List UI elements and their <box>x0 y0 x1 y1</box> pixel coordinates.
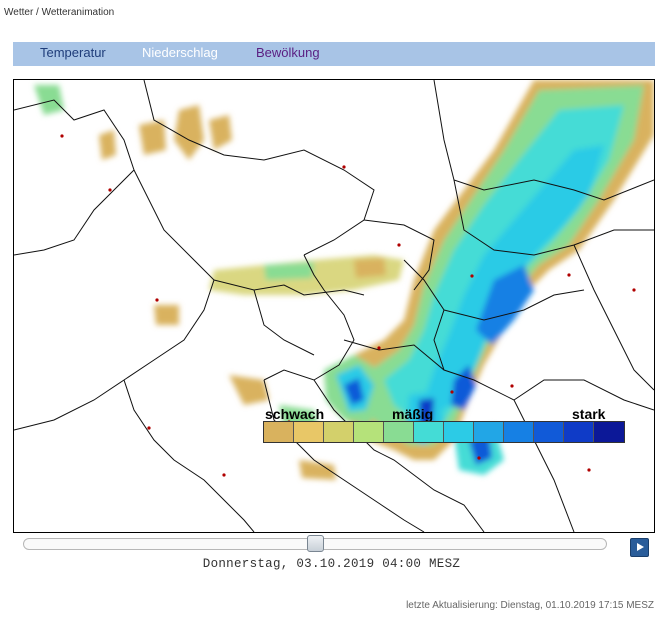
map-borders <box>14 80 654 532</box>
tab-bar: Temperatur Niederschlag Bewölkung <box>13 42 655 66</box>
tab-temperatur[interactable]: Temperatur <box>40 45 106 60</box>
legend-label-weak: schwach <box>265 406 325 422</box>
play-button[interactable] <box>630 538 649 557</box>
time-slider-handle[interactable] <box>307 535 324 552</box>
legend-swatch-10 <box>534 422 564 442</box>
legend-swatch-7 <box>444 422 474 442</box>
legend-swatch-2 <box>294 422 324 442</box>
precipitation-areas <box>34 80 654 480</box>
tab-niederschlag[interactable]: Niederschlag <box>142 45 218 60</box>
legend-swatch-4 <box>354 422 384 442</box>
legend-label-medium: mäßig <box>392 406 434 422</box>
legend-swatch-11 <box>564 422 594 442</box>
last-update-text: letzte Aktualisierung: Dienstag, 01.10.2… <box>406 600 654 611</box>
precipitation-legend <box>263 421 625 443</box>
breadcrumb[interactable]: Wetter / Wetteranimation <box>4 7 115 18</box>
tab-bewoelkung[interactable]: Bewölkung <box>256 45 320 60</box>
legend-swatch-1 <box>264 422 294 442</box>
legend-swatch-6 <box>414 422 444 442</box>
precipitation-map-graphic <box>14 80 654 532</box>
weather-map <box>13 79 655 533</box>
legend-swatch-12 <box>594 422 624 442</box>
legend-swatch-8 <box>474 422 504 442</box>
legend-swatch-9 <box>504 422 534 442</box>
legend-label-strong: stark <box>572 406 606 422</box>
legend-swatch-3 <box>324 422 354 442</box>
legend-swatch-5 <box>384 422 414 442</box>
forecast-timestamp: Donnerstag, 03.10.2019 04:00 MESZ <box>202 557 461 571</box>
